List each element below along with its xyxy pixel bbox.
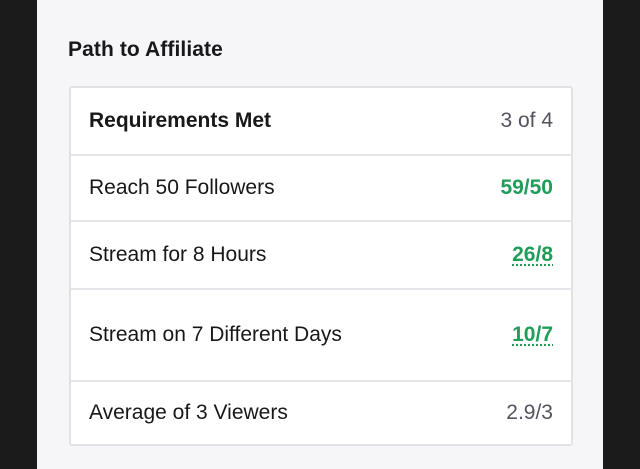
requirement-row-hours: Stream for 8 Hours 26/8 <box>71 220 571 288</box>
requirements-summary-label: Requirements Met <box>89 109 272 132</box>
requirement-row-days: Stream on 7 Different Days 10/7 <box>71 288 571 380</box>
affiliate-panel: Path to Affiliate Requirements Met 3 of … <box>37 0 603 469</box>
requirements-summary-row: Requirements Met 3 of 4 <box>71 88 571 154</box>
requirement-label: Reach 50 Followers <box>89 176 275 199</box>
requirement-row-followers: Reach 50 Followers 59/50 <box>71 154 571 220</box>
requirements-summary-value: 3 of 4 <box>500 109 553 132</box>
requirement-label: Average of 3 Viewers <box>89 401 288 424</box>
requirement-value-link[interactable]: 26/8 <box>512 243 553 266</box>
requirement-label: Stream on 7 Different Days <box>89 323 342 346</box>
requirement-row-viewers: Average of 3 Viewers 2.9/3 <box>71 380 571 444</box>
requirement-label: Stream for 8 Hours <box>89 243 267 266</box>
requirement-value-link[interactable]: 10/7 <box>512 323 553 346</box>
requirements-card: Requirements Met 3 of 4 Reach 50 Followe… <box>69 86 573 446</box>
section-title: Path to Affiliate <box>68 38 223 61</box>
requirement-value: 2.9/3 <box>506 401 553 424</box>
requirement-value: 59/50 <box>500 176 553 199</box>
